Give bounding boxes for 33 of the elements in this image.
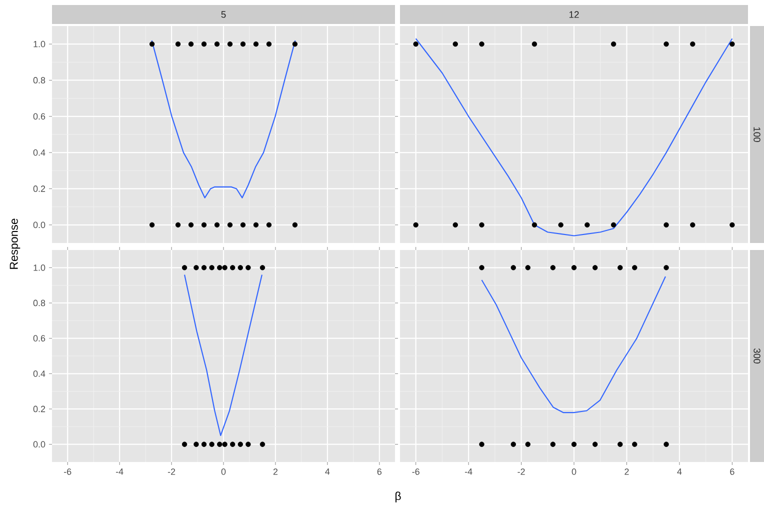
x-tick-label: -6 — [64, 468, 72, 475]
x-tick-label: -2 — [518, 468, 525, 475]
y-tick-label: 0.2 — [33, 186, 46, 192]
x-tick-label: -2 — [168, 468, 176, 475]
x-tick-label: 0 — [572, 468, 576, 475]
y-axis-title: Response — [10, 218, 20, 269]
y-tick-label: 0.8 — [33, 77, 46, 84]
x-tick-label: 4 — [677, 468, 682, 475]
y-tick-label: 0.8 — [33, 300, 46, 306]
x-tick-label: 6 — [377, 468, 382, 475]
y-tick-label: 1.0 — [34, 264, 46, 271]
y-tick-label: 0.0 — [33, 441, 46, 448]
x-tick-label: -4 — [116, 468, 124, 475]
y-tick-label: 0.6 — [33, 335, 46, 342]
x-axis-title: β — [396, 492, 401, 502]
chart-title: 12 — [569, 11, 579, 18]
y-tick-label: 0.4 — [33, 149, 46, 156]
line-series — [184, 274, 263, 436]
x-tick-label: 0 — [221, 468, 226, 475]
x-tick-label: 4 — [325, 468, 330, 475]
x-tick-label: -6 — [412, 468, 420, 475]
y-tick-label: 0.2 — [33, 406, 46, 412]
y2-axis-title: 100 — [754, 127, 760, 142]
x-tick-label: 6 — [730, 468, 734, 475]
chart-title: 5 — [221, 11, 226, 18]
x-tick-label: 2 — [273, 468, 278, 475]
y-tick-label: 0.4 — [33, 370, 46, 377]
y-tick-label: 1.0 — [34, 40, 46, 48]
y-tick-label: 0.0 — [33, 222, 46, 228]
y2-axis-title: 300 — [754, 348, 760, 364]
y-tick-label: 0.6 — [33, 113, 46, 120]
x-tick-label: 2 — [624, 468, 629, 475]
x-tick-label: -4 — [464, 468, 472, 475]
